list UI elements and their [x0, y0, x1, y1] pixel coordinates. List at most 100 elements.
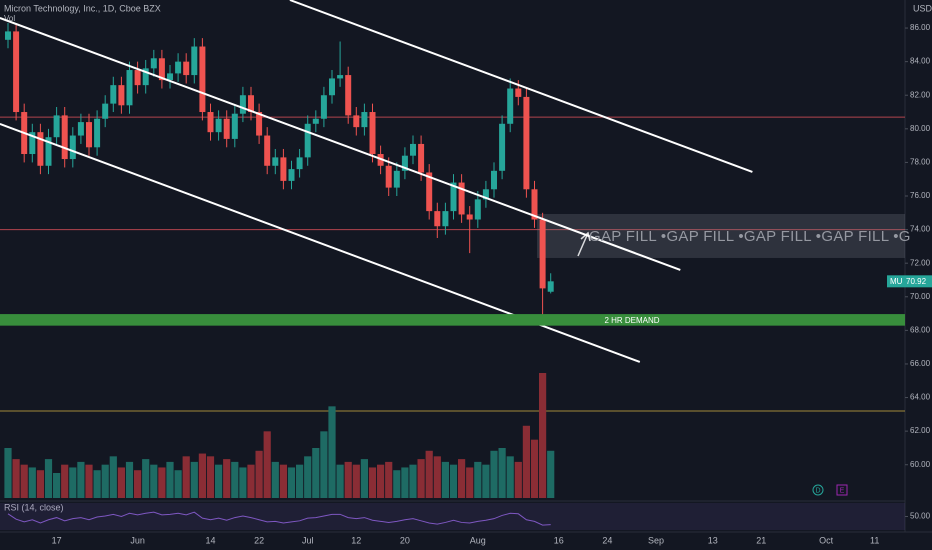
y-tick-label: 82.00 — [910, 90, 931, 99]
y-tick-label: 84.00 — [910, 57, 931, 66]
marker-icon — [836, 484, 848, 496]
candle-body — [13, 31, 20, 113]
candle-body — [418, 143, 425, 173]
volume-bar — [239, 467, 247, 498]
x-tick-label: 12 — [351, 535, 361, 545]
volume-bar — [44, 459, 53, 498]
candle-body — [272, 157, 279, 166]
candle-body — [523, 96, 530, 190]
candle-body — [199, 46, 206, 113]
x-tick-label: Jun — [130, 535, 145, 545]
candle-body — [466, 214, 473, 220]
y-tick-label: 76.00 — [910, 191, 931, 200]
y-tick-label: 62.00 — [910, 426, 931, 435]
volume-bar — [522, 425, 530, 498]
volume-bar — [53, 473, 61, 498]
candle-body — [482, 189, 489, 200]
price-tag — [887, 275, 932, 288]
volume-bar — [409, 464, 417, 498]
volume-bar — [182, 456, 190, 498]
volume-bar — [506, 456, 514, 498]
volume-bar — [320, 431, 328, 498]
trendline — [0, 17, 681, 271]
volume-bar — [530, 439, 539, 498]
y-tick-label: 64.00 — [910, 393, 931, 402]
candle-body — [531, 189, 538, 220]
demand-label: 2 HR DEMAND — [604, 316, 659, 325]
volume-bar — [247, 464, 255, 498]
x-tick-label: 21 — [756, 535, 766, 545]
x-tick-label: 20 — [400, 535, 410, 545]
y-tick-label: 80.00 — [910, 124, 931, 133]
x-tick-label: 11 — [870, 535, 879, 545]
candle-body — [207, 112, 214, 133]
candle-body — [450, 182, 457, 212]
x-tick-label: Sep — [648, 535, 664, 545]
candle-body — [361, 112, 368, 128]
gap-label: GAP FILL •GAP FILL •GAP FILL •GAP FILL •… — [589, 228, 911, 245]
volume-bar — [393, 470, 401, 498]
volume-bar — [77, 461, 85, 498]
candle-body — [312, 118, 319, 124]
volume-bar — [142, 459, 150, 498]
candle-body — [5, 31, 11, 40]
rsi-label: RSI (14, close) — [4, 502, 64, 512]
x-tick-label: 17 — [52, 535, 62, 545]
volume-bar — [255, 450, 263, 498]
demand-zone — [0, 314, 905, 326]
candle-body — [110, 85, 117, 104]
x-tick-label: 16 — [554, 535, 564, 545]
candle-body — [86, 122, 92, 148]
chart-title: Micron Technology, Inc., 1D, Cboe BZX — [4, 3, 161, 13]
candle-body — [515, 88, 522, 97]
x-tick-label: 14 — [205, 535, 215, 545]
volume-bar — [344, 461, 352, 498]
currency-label: USD — [913, 3, 932, 13]
volume-bar — [174, 470, 182, 498]
candle-body — [458, 182, 465, 215]
candle-body — [329, 78, 335, 96]
volume-bar — [69, 467, 77, 498]
volume-bar — [28, 467, 36, 498]
candle-body — [126, 70, 133, 106]
candle-body — [369, 112, 376, 155]
candle-body — [426, 172, 433, 212]
volume-bar — [134, 470, 142, 498]
y-tick-label: 86.00 — [910, 23, 931, 32]
volume-bar — [401, 467, 409, 498]
gap-box — [537, 213, 905, 258]
y-tick-label: 70.00 — [910, 292, 931, 301]
x-tick-label: 13 — [708, 535, 718, 545]
volume-bar — [539, 373, 547, 498]
volume-bar — [433, 456, 441, 498]
candle-body — [158, 58, 165, 81]
volume-bar — [458, 459, 466, 498]
candle-body — [37, 132, 44, 166]
candle-body — [223, 118, 230, 139]
volume-bar — [231, 461, 239, 498]
candle-body — [248, 95, 254, 113]
trendline — [289, 0, 753, 173]
marker-icon — [812, 484, 824, 496]
volume-bar — [12, 459, 20, 498]
candle-body — [539, 219, 546, 289]
candle-body — [304, 123, 311, 158]
volume-bar — [368, 467, 377, 498]
volume-bar — [263, 431, 271, 498]
y-tick-label: 78.00 — [910, 158, 931, 167]
volume-label: Vol — [4, 14, 15, 23]
volume-bar — [417, 459, 425, 498]
x-tick-label: 22 — [254, 535, 264, 545]
volume-bar — [166, 461, 174, 498]
candle-body — [183, 61, 190, 76]
candle-body — [499, 123, 506, 171]
candle-body — [102, 103, 109, 119]
volume-bar — [101, 464, 109, 498]
volume-bar — [385, 461, 393, 498]
x-tick-label: Oct — [819, 535, 834, 545]
candle-body — [45, 137, 52, 166]
volume-bar — [206, 456, 215, 498]
volume-bar — [514, 461, 522, 498]
candle-body — [280, 157, 287, 181]
